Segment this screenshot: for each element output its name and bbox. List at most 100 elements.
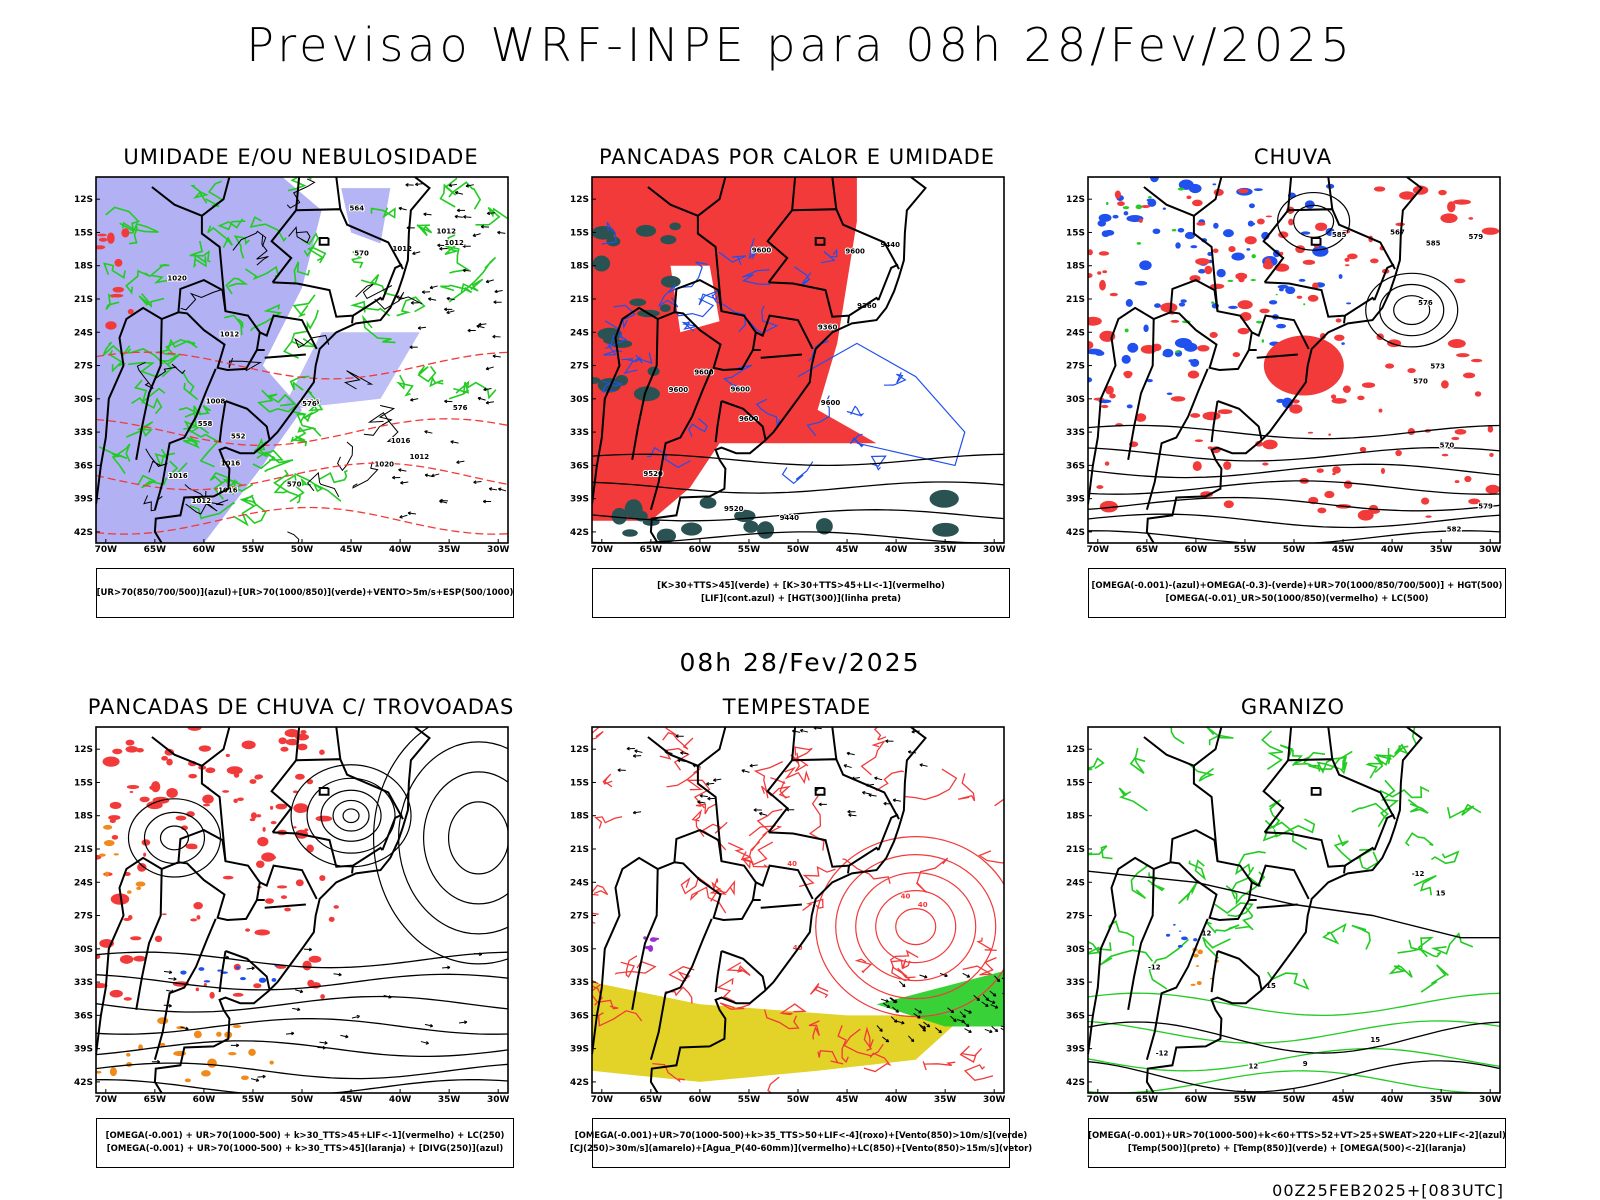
lifted-index-contour <box>820 248 838 264</box>
storm-red-fill <box>188 845 198 850</box>
lon-tick-label: 30W <box>1479 1095 1502 1105</box>
country-border <box>1217 950 1263 991</box>
rain-red-fill <box>1096 485 1104 489</box>
lon-tick-label: 45W <box>1332 1095 1355 1105</box>
temp850-contour <box>1088 845 1113 860</box>
storm-orange-fill <box>207 1058 217 1068</box>
panel-title: PANCADAS DE CHUVA C/ TROVOADAS <box>87 695 515 719</box>
wind-vector <box>456 460 465 464</box>
rain-red-fill <box>1344 257 1350 262</box>
contour-label: 570 <box>1413 378 1428 386</box>
hgt500-contour <box>1088 446 1500 462</box>
lon-tick-label: 60W <box>1185 1095 1208 1105</box>
lon-tick-label: 40W <box>885 1095 908 1105</box>
temp850-contour <box>1129 747 1146 774</box>
rain-red-fill <box>1099 500 1118 513</box>
storm-red-fill <box>233 772 240 778</box>
country-border <box>1256 903 1298 909</box>
streamline <box>306 777 396 854</box>
rain-red-fill <box>1344 264 1350 267</box>
omega-green-fill <box>1211 301 1215 304</box>
country-border <box>1310 237 1322 246</box>
wind850-vector <box>868 793 877 798</box>
lon-tick-label: 70W <box>1087 545 1110 555</box>
lon-tick-label: 30W <box>487 545 510 555</box>
temp850-contour <box>1206 727 1234 746</box>
temp850-contour <box>1273 818 1316 838</box>
wind-vector <box>439 246 448 251</box>
country-border <box>592 856 675 1055</box>
precipitable-water-contour <box>889 949 919 977</box>
country-border <box>1262 758 1396 834</box>
pressure-isobar <box>256 234 269 266</box>
precipitable-water-contour <box>719 1002 751 1010</box>
precipitable-water-contour <box>659 747 690 771</box>
humidity-low-contour <box>319 469 348 484</box>
omega-blue-fill <box>1198 269 1206 274</box>
storm-red-fill <box>111 834 119 840</box>
wind850-vector <box>947 1007 955 1014</box>
rain-red-fill <box>1140 344 1157 354</box>
lon-tick-label: 65W <box>640 545 663 555</box>
lon-tick-label: 50W <box>1283 545 1306 555</box>
rain-red-fill <box>1315 222 1328 232</box>
humidity-low-contour <box>445 245 471 274</box>
precipitable-water-contour <box>798 866 836 888</box>
unstable-teal-fill <box>669 222 681 231</box>
country-border <box>847 865 850 874</box>
contour-label: 9440 <box>881 241 901 249</box>
streamline <box>96 951 508 969</box>
omega-blue-fill <box>1184 231 1195 240</box>
precipitable-water-contour <box>614 960 657 975</box>
storm-red-fill <box>196 915 201 920</box>
legend-line-1: [UR>70(850/700/500)](azul)+[UR>70(1000/8… <box>96 587 514 598</box>
humidity-low-contour <box>131 396 163 415</box>
streamline <box>397 741 508 935</box>
unstable-teal-fill <box>659 304 671 312</box>
wind850-vector <box>617 768 626 773</box>
rain-red-fill <box>1088 249 1093 256</box>
storm-red-fill <box>297 743 308 751</box>
streamline <box>96 1018 508 1035</box>
omega-blue-fill <box>1127 342 1139 353</box>
country-border <box>1264 281 1376 318</box>
storm-orange-fill <box>159 1042 166 1047</box>
wind850-vector <box>847 809 856 814</box>
contour-label: 573 <box>1430 362 1445 370</box>
map-granizo: -12 -12 -12 15 15 15 12 12 9 12S 15S 18S 21S 24S 27S 30… <box>1066 726 1502 1105</box>
temp850-contour <box>1118 787 1148 812</box>
lon-tick-label: 40W <box>1381 545 1404 555</box>
humidity-low-contour <box>266 393 297 407</box>
storm-red-fill <box>141 839 151 846</box>
contour-label: 1012 <box>392 245 412 253</box>
pressure-isobar <box>367 411 400 443</box>
omega-blue-fill <box>1285 286 1296 295</box>
humidity-low-contour <box>190 184 209 204</box>
precipitable-water-contour <box>662 731 694 750</box>
storm-orange-fill <box>184 1078 191 1083</box>
storm-orange-fill <box>127 890 132 894</box>
omega-green-fill <box>1177 187 1185 191</box>
humidity-low-contour <box>217 218 246 231</box>
country-border <box>272 831 384 868</box>
country-border <box>259 864 318 900</box>
lon-tick-label: 45W <box>836 1095 859 1105</box>
contour-label: 579 <box>1478 503 1493 511</box>
contour-label: 9600 <box>694 368 714 376</box>
country-border <box>766 758 900 834</box>
precipitable-water-contour <box>685 779 711 809</box>
temp850-contour <box>1408 939 1442 958</box>
rain-red-fill <box>1370 258 1379 264</box>
coastline <box>153 727 431 1093</box>
panel-title: UMIDADE E/OU NEBULOSIDADE <box>123 145 479 169</box>
wind850-vector <box>896 1020 905 1025</box>
wind-vector <box>494 289 503 294</box>
precipitable-water-contour <box>784 766 810 785</box>
lon-tick-label: 35W <box>934 1095 957 1105</box>
country-border <box>814 237 826 246</box>
storm-red-fill <box>123 997 132 1001</box>
omega-green-fill <box>1175 350 1180 353</box>
contour-label: 576 <box>302 400 317 408</box>
pressure-isobar <box>363 405 396 436</box>
omega-blue-fill <box>1112 214 1119 219</box>
